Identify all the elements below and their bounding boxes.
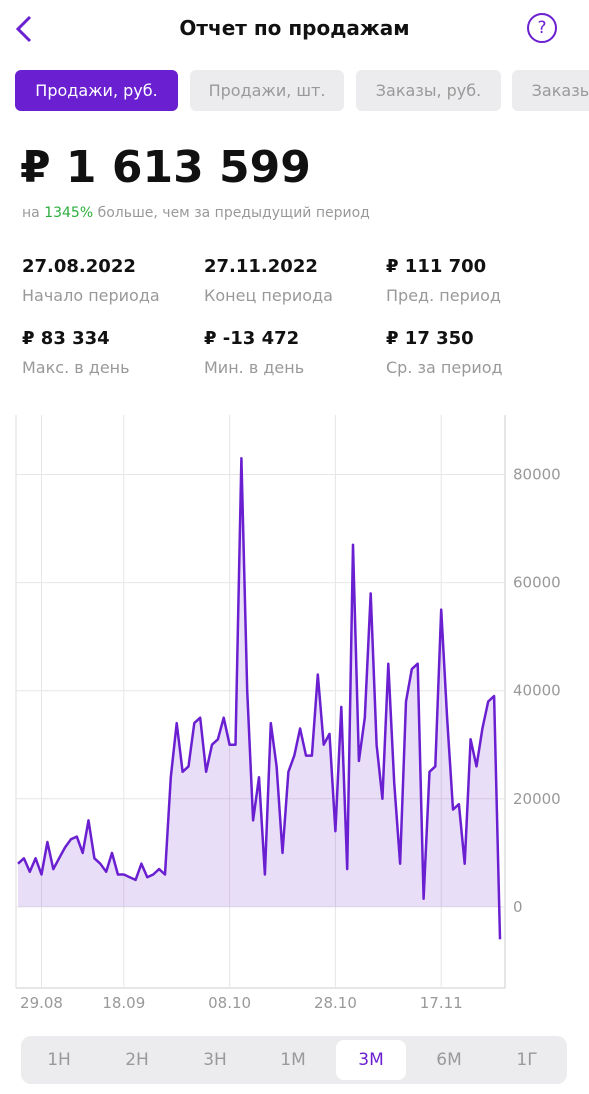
tab[interactable]: Заказы (512, 70, 589, 111)
x-tick-label: 08.10 (208, 994, 251, 1012)
range-button[interactable]: 1Г (516, 1050, 538, 1070)
stat-label: Мин. в день (204, 358, 305, 377)
range-bar (21, 1036, 567, 1084)
change: 1345% (44, 205, 94, 221)
chart: 0 20000 40000 60000 80000 29.08 18.09 08.10 28.1… (15, 415, 561, 1012)
stat-label: Пред. период (386, 286, 501, 305)
tab[interactable]: Продажи, руб. (15, 70, 178, 111)
range-button[interactable]: 1М (280, 1050, 306, 1070)
stat-label: Макс. в день (22, 358, 130, 377)
total: ₽ 1 613 599 (20, 142, 311, 193)
y-tick-label: 60000 (513, 574, 561, 592)
stat-value: ₽ -13 472 (204, 328, 300, 349)
back-button[interactable] (12, 14, 36, 44)
prefix: на (22, 205, 40, 221)
title: Отчет по продажам (179, 16, 410, 40)
range-button[interactable]: 2Н (125, 1050, 149, 1070)
x-tick-label: 18.09 (102, 994, 145, 1012)
stat-label: Ср. за период (386, 358, 503, 377)
stat-value: 27.11.2022 (204, 256, 318, 277)
tab[interactable]: Продажи, шт. (190, 70, 344, 111)
x-tick-label: 29.08 (20, 994, 63, 1012)
suffix: больше, чем за предыдущий период (97, 205, 370, 221)
y-tick-label: 40000 (513, 682, 561, 700)
stat-label: Начало периода (22, 286, 160, 305)
stat-label: Конец периода (204, 286, 333, 305)
y-tick-label: 0 (513, 898, 523, 916)
stat-value: ₽ 17 350 (386, 328, 474, 349)
range-button[interactable]: 1Н (47, 1050, 71, 1070)
line (17, 456, 502, 940)
x-tick-label: 17.11 (420, 994, 463, 1012)
y-tick-label: 20000 (513, 790, 561, 808)
range-button[interactable]: 6М (436, 1050, 462, 1070)
area (18, 458, 500, 940)
help-button[interactable]: ? (527, 13, 557, 43)
range-button[interactable]: 3Н (203, 1050, 227, 1070)
stat-value: ₽ 111 700 (386, 256, 487, 277)
range-button[interactable]: 3М (336, 1040, 406, 1080)
stat-value: 27.08.2022 (22, 256, 136, 277)
change-note: на 1345% больше, чем за предыдущий перио… (22, 205, 370, 221)
y-tick-label: 80000 (513, 465, 561, 483)
stat-value: ₽ 83 334 (22, 328, 110, 349)
tab[interactable]: Заказы, руб. (356, 70, 501, 111)
x-tick-label: 28.10 (314, 994, 357, 1012)
